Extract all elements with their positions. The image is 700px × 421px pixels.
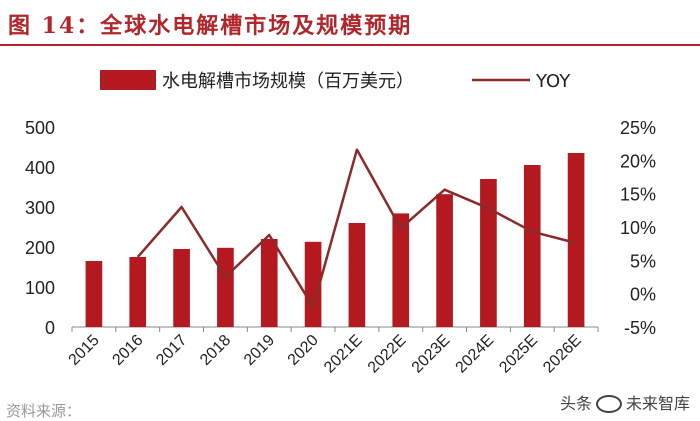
legend: 水电解槽市场规模（百万美元） YOY — [100, 70, 571, 92]
y-right-tick-label: 15% — [620, 185, 656, 205]
legend-bar-swatch — [100, 70, 156, 90]
y-right-tick-label: 25% — [620, 118, 656, 138]
x-tick-label: 2026E — [540, 332, 585, 377]
x-tick-label: 2023E — [409, 332, 454, 377]
x-tick-label: 2022E — [365, 332, 410, 377]
y-left-tick-label: 200 — [25, 238, 55, 258]
legend-line-label: YOY — [535, 71, 571, 92]
source-note: 资料来源： — [6, 402, 82, 420]
bar — [567, 153, 585, 327]
x-tick-label: 2015 — [66, 332, 103, 369]
y-right-tick-label: 10% — [620, 218, 656, 238]
x-tick-label: 2016 — [109, 332, 146, 369]
y-left-tick-label: 0 — [45, 318, 55, 338]
title-bar: 图 14：全球水电解槽市场及规模预期 — [0, 0, 700, 46]
bar — [129, 257, 147, 327]
x-tick-label: 2024E — [453, 332, 498, 377]
watermark-name: 未来智库 — [626, 394, 691, 413]
chart-title: 图 14：全球水电解槽市场及规模预期 — [8, 13, 413, 39]
y-right-tick-label: -5% — [624, 318, 656, 338]
title-rule — [0, 44, 700, 46]
y-left-tick-label: 500 — [25, 118, 55, 138]
bar — [85, 261, 103, 327]
bar — [392, 213, 410, 327]
watermark-prefix: 头条 — [560, 394, 593, 413]
watermark-logo-icon — [596, 394, 623, 413]
bar — [348, 223, 366, 327]
x-tick-label: 2018 — [197, 332, 234, 369]
x-tick-label: 2020 — [285, 332, 322, 369]
y-left-tick-label: 400 — [25, 158, 55, 178]
watermark: 头条 未来智库 — [560, 390, 690, 414]
yoy-series — [136, 148, 577, 309]
bar — [523, 165, 541, 327]
x-tick-label: 2017 — [153, 332, 190, 369]
bar — [173, 249, 190, 327]
y-left-tick-label: 100 — [25, 278, 55, 298]
y-right-tick-label: 5% — [630, 251, 656, 271]
bar-series — [85, 153, 585, 327]
x-tick-label: 2021E — [321, 332, 366, 377]
bar — [217, 247, 234, 327]
x-tick-label: 2019 — [241, 332, 278, 369]
legend-bar-label: 水电解槽市场规模（百万美元） — [162, 71, 414, 92]
x-tick-label: 2025E — [496, 332, 541, 377]
y-right-tick-label: 0% — [630, 285, 656, 305]
bar — [260, 239, 278, 327]
bar — [436, 194, 453, 327]
yoy-line — [136, 148, 577, 309]
bar — [480, 179, 497, 327]
y-right-tick-label: 20% — [620, 151, 656, 171]
y-left-tick-label: 300 — [25, 198, 55, 218]
bar — [304, 241, 322, 327]
